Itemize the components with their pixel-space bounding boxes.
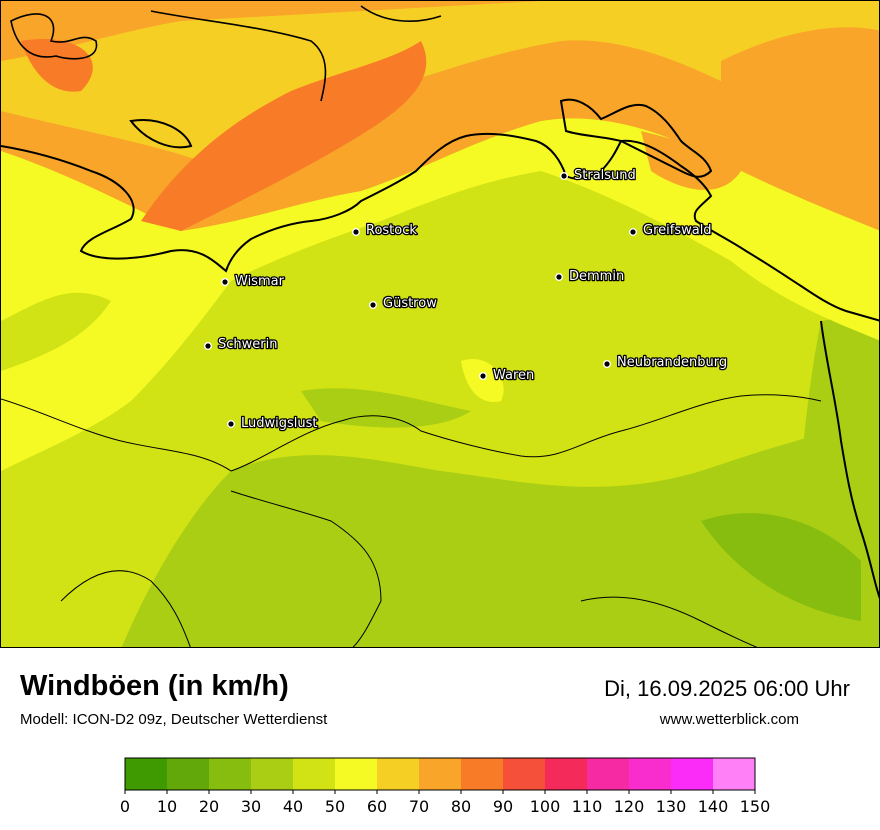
city-dot bbox=[370, 302, 377, 309]
city-label: Demmin bbox=[569, 269, 624, 284]
wind-gust-map: Stralsund Rostock Greifswald Wismar Demm… bbox=[0, 0, 880, 648]
city-dot bbox=[556, 274, 563, 281]
scale-swatches bbox=[125, 758, 755, 790]
scale-tick-label: 150 bbox=[740, 797, 771, 816]
scale-tick-label: 110 bbox=[572, 797, 603, 816]
scale-tick-labels: 0 10 20 30 40 50 60 70 80 90 100 110 120 130 140 150 bbox=[120, 790, 770, 816]
scale-tick-label: 130 bbox=[656, 797, 687, 816]
forecast-datetime: Di, 16.09.2025 06:00 Uhr bbox=[604, 676, 850, 702]
scale-tick-label: 10 bbox=[157, 797, 177, 816]
scale-tick-label: 40 bbox=[283, 797, 303, 816]
scale-swatch bbox=[293, 758, 335, 790]
scale-tick-label: 0 bbox=[120, 797, 130, 816]
city-dot bbox=[205, 343, 212, 350]
scale-swatch bbox=[335, 758, 377, 790]
scale-swatch bbox=[167, 758, 209, 790]
city-dot bbox=[353, 229, 360, 236]
scale-swatch bbox=[629, 758, 671, 790]
city-label: Rostock bbox=[366, 223, 417, 238]
scale-tick-label: 140 bbox=[698, 797, 729, 816]
scale-swatch bbox=[251, 758, 293, 790]
city-label: Greifswald bbox=[643, 223, 712, 238]
city-label: Waren bbox=[493, 368, 534, 383]
scale-tick-label: 30 bbox=[241, 797, 261, 816]
website-label: www.wetterblick.com bbox=[660, 711, 799, 728]
city-label: Neubrandenburg bbox=[617, 355, 727, 370]
scale-swatch bbox=[671, 758, 713, 790]
city-label: Güstrow bbox=[383, 296, 437, 311]
city-dot bbox=[228, 421, 235, 428]
city-dot bbox=[604, 361, 611, 368]
scale-swatch bbox=[713, 758, 755, 790]
city-label: Stralsund bbox=[574, 168, 636, 183]
scale-swatch bbox=[545, 758, 587, 790]
scale-swatch bbox=[587, 758, 629, 790]
city-dot bbox=[630, 229, 637, 236]
city-neubrandenburg: Neubrandenburg bbox=[604, 355, 727, 370]
scale-tick-label: 90 bbox=[493, 797, 513, 816]
city-label: Wismar bbox=[235, 274, 285, 289]
scale-swatch bbox=[461, 758, 503, 790]
scale-swatch bbox=[209, 758, 251, 790]
city-ludwigslust: Ludwigslust bbox=[228, 416, 318, 431]
scale-tick-label: 70 bbox=[409, 797, 429, 816]
map-svg: Stralsund Rostock Greifswald Wismar Demm… bbox=[1, 1, 880, 648]
map-title: Windböen (in km/h) bbox=[20, 670, 289, 703]
scale-tick-label: 120 bbox=[614, 797, 645, 816]
scale-tick-label: 80 bbox=[451, 797, 471, 816]
city-dot bbox=[561, 173, 568, 180]
scale-swatch bbox=[419, 758, 461, 790]
city-label: Schwerin bbox=[218, 337, 277, 352]
scale-swatch bbox=[377, 758, 419, 790]
color-scale-legend: 0 10 20 30 40 50 60 70 80 90 100 110 120 130 140 150 bbox=[0, 750, 880, 830]
model-subtitle: Modell: ICON-D2 09z, Deutscher Wetterdie… bbox=[20, 711, 327, 728]
scale-tick-label: 20 bbox=[199, 797, 219, 816]
scale-swatch bbox=[125, 758, 167, 790]
scale-tick-label: 100 bbox=[530, 797, 561, 816]
scale-tick-label: 50 bbox=[325, 797, 345, 816]
city-dot bbox=[222, 279, 229, 286]
city-dot bbox=[480, 373, 487, 380]
scale-swatch bbox=[503, 758, 545, 790]
scale-tick-label: 60 bbox=[367, 797, 387, 816]
city-label: Ludwigslust bbox=[241, 416, 318, 431]
